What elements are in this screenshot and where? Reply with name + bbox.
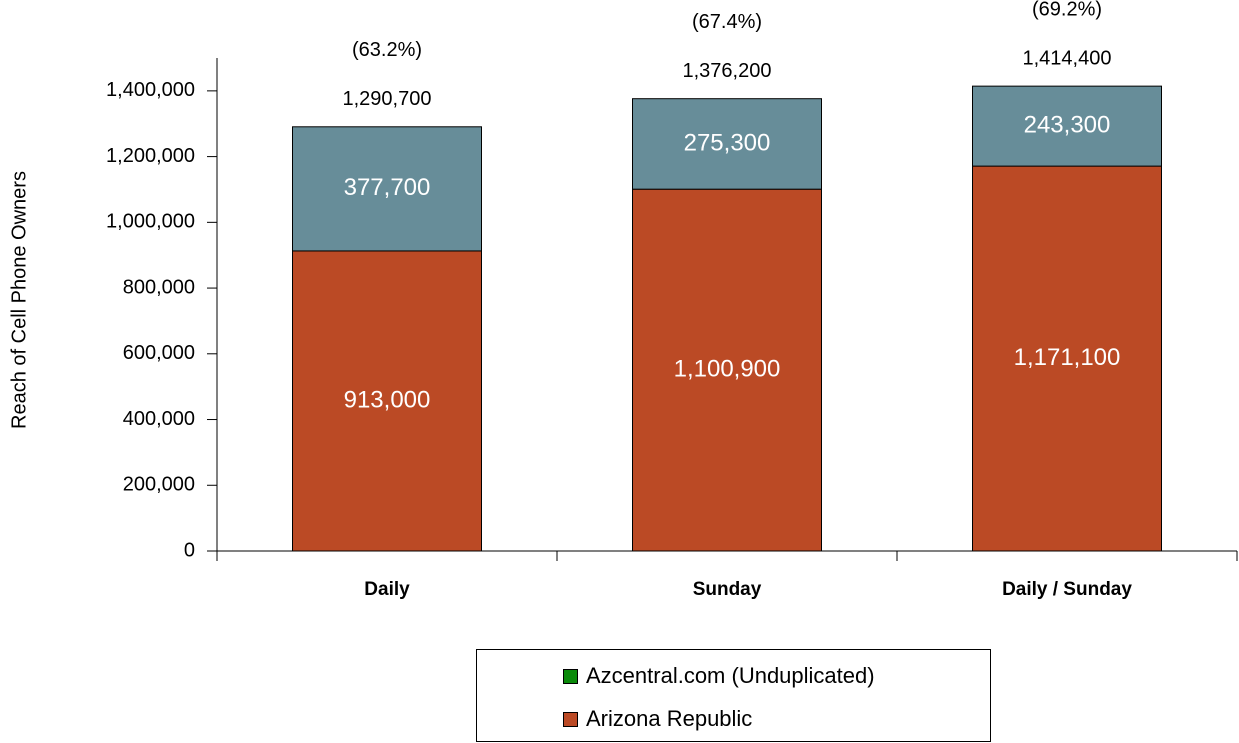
bar-segment <box>972 165 1162 552</box>
total-label: 1,290,700 <box>343 88 432 110</box>
y-tick-label: 600,000 <box>123 342 195 364</box>
value-label: 1,171,100 <box>1014 344 1121 371</box>
legend-swatch <box>563 669 578 684</box>
bar-segment <box>292 250 482 552</box>
value-label: 243,300 <box>1024 111 1111 138</box>
total-label: 1,414,400 <box>1023 47 1112 69</box>
y-tick-label: 0 <box>184 539 195 561</box>
y-tick-label: 400,000 <box>123 408 195 430</box>
value-label: 913,000 <box>344 386 431 413</box>
y-tick-label: 1,200,000 <box>106 145 195 167</box>
y-tick-label: 1,400,000 <box>106 79 195 101</box>
y-tick-label: 1,000,000 <box>106 211 195 233</box>
legend-label: Azcentral.com (Unduplicated) <box>586 663 875 688</box>
value-label: 377,700 <box>344 174 431 201</box>
total-label: 1,376,200 <box>683 60 772 82</box>
share-label: (69.2%) <box>1032 0 1102 20</box>
legend-box <box>476 649 991 742</box>
legend-swatch <box>563 712 578 727</box>
bar-segment <box>972 85 1162 167</box>
bar-segment <box>292 126 482 252</box>
share-label: (67.4%) <box>692 11 762 33</box>
y-tick-label: 200,000 <box>123 474 195 496</box>
legend-label: Arizona Republic <box>586 706 752 731</box>
x-tick-label: Daily / Sunday <box>1002 579 1132 600</box>
value-label: 275,300 <box>684 129 771 156</box>
bar-segment <box>632 188 822 552</box>
bar-segment <box>632 98 822 190</box>
share-label: (63.2%) <box>352 39 422 61</box>
y-tick-label: 800,000 <box>123 276 195 298</box>
value-label: 1,100,900 <box>674 355 781 382</box>
y-axis-label: Reach of Cell Phone Owners <box>8 171 30 429</box>
x-tick-label: Daily <box>364 579 410 600</box>
x-tick-label: Sunday <box>693 579 762 600</box>
